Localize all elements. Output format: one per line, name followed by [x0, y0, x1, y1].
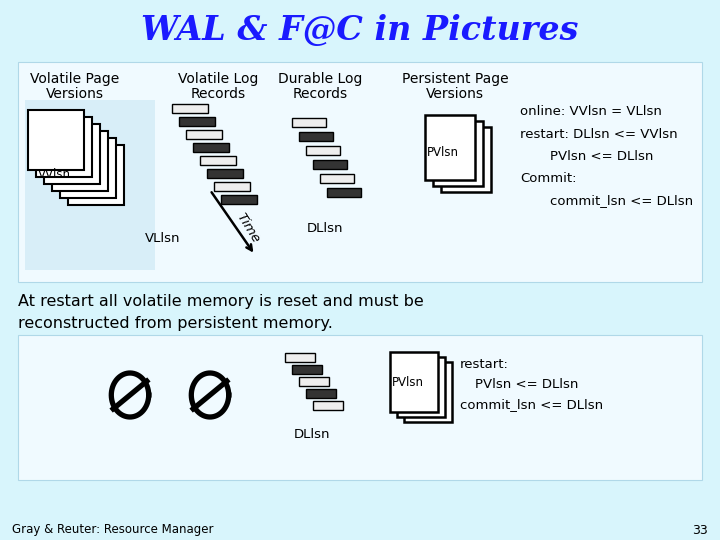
Text: commit_lsn <= DLlsn: commit_lsn <= DLlsn	[550, 194, 693, 207]
Text: Records: Records	[292, 87, 348, 101]
Text: PVlsn <= DLlsn: PVlsn <= DLlsn	[475, 378, 578, 391]
Text: VVlsn: VVlsn	[38, 168, 71, 181]
Bar	[433, 121, 483, 186]
Bar	[299, 377, 329, 386]
Text: Volatile Page: Volatile Page	[30, 72, 120, 86]
Bar	[186, 130, 222, 139]
Bar	[68, 145, 124, 205]
Text: reconstructed from persistent memory.: reconstructed from persistent memory.	[18, 316, 333, 331]
Text: DLlsn: DLlsn	[294, 428, 330, 441]
Bar	[221, 195, 257, 204]
Bar	[193, 143, 229, 152]
Bar	[52, 131, 108, 191]
Bar	[327, 188, 361, 197]
Bar	[172, 104, 208, 113]
Bar	[441, 127, 491, 192]
Bar	[18, 62, 702, 282]
Bar	[397, 357, 445, 417]
Bar	[313, 160, 347, 169]
Bar	[320, 174, 354, 183]
Bar	[306, 389, 336, 398]
Bar	[306, 146, 340, 155]
Bar	[214, 182, 250, 191]
Text: commit_lsn <= DLlsn: commit_lsn <= DLlsn	[460, 398, 603, 411]
Text: Records: Records	[190, 87, 246, 101]
Text: online: VVlsn = VLlsn: online: VVlsn = VLlsn	[520, 105, 662, 118]
Bar	[404, 362, 452, 422]
Text: PVlsn: PVlsn	[392, 375, 424, 388]
Bar	[60, 138, 116, 198]
Text: 33: 33	[692, 523, 708, 537]
Bar	[25, 100, 155, 270]
Bar	[36, 117, 92, 177]
Bar	[425, 115, 475, 180]
Bar	[390, 352, 438, 412]
Text: restart: DLlsn <= VVlsn: restart: DLlsn <= VVlsn	[520, 128, 678, 141]
Text: DLlsn: DLlsn	[307, 221, 343, 234]
Text: Versions: Versions	[426, 87, 484, 101]
Bar	[292, 365, 322, 374]
Text: Versions: Versions	[46, 87, 104, 101]
Text: Durable Log: Durable Log	[278, 72, 362, 86]
Bar	[18, 335, 702, 480]
Text: Commit:: Commit:	[520, 172, 577, 185]
Text: VLlsn: VLlsn	[145, 232, 181, 245]
Text: Gray & Reuter: Resource Manager: Gray & Reuter: Resource Manager	[12, 523, 214, 537]
Text: WAL & F@C in Pictures: WAL & F@C in Pictures	[141, 14, 579, 46]
Bar	[313, 401, 343, 410]
Text: restart:: restart:	[460, 358, 509, 371]
Bar	[207, 169, 243, 178]
Bar	[299, 132, 333, 141]
Bar	[285, 353, 315, 362]
Text: At restart all volatile memory is reset and must be: At restart all volatile memory is reset …	[18, 294, 424, 309]
Bar	[44, 124, 100, 184]
Bar	[179, 117, 215, 126]
Text: PVlsn <= DLlsn: PVlsn <= DLlsn	[550, 150, 653, 163]
Text: Time: Time	[234, 211, 262, 245]
Text: PVlsn: PVlsn	[427, 145, 459, 159]
Text: Volatile Log: Volatile Log	[178, 72, 258, 86]
Bar	[28, 110, 84, 170]
Bar	[200, 156, 236, 165]
Bar	[292, 118, 326, 127]
Text: Persistent Page: Persistent Page	[402, 72, 508, 86]
